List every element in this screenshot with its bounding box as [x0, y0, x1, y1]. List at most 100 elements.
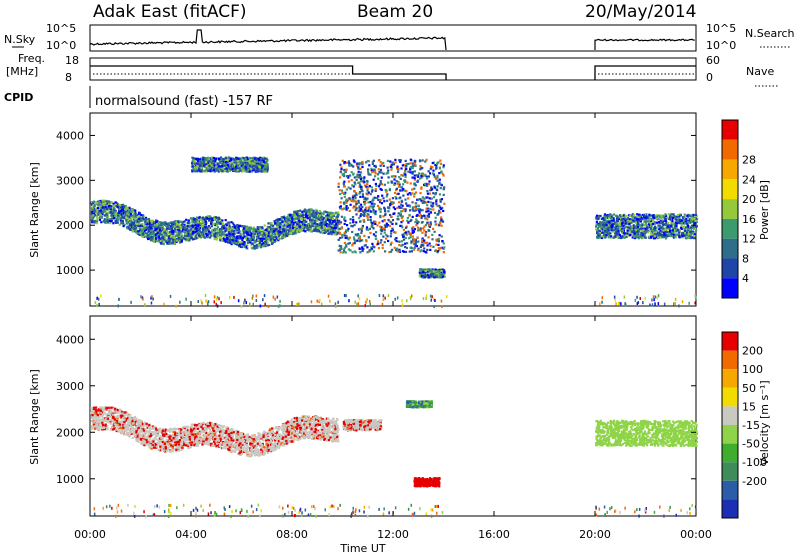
- scatter-point: [121, 220, 124, 223]
- scatter-point: [258, 160, 261, 163]
- scatter-point: [201, 229, 205, 232]
- scatter-point: [309, 229, 312, 232]
- scatter-point: [242, 225, 245, 228]
- scatter-point: [268, 237, 271, 240]
- scatter-point: [124, 208, 127, 211]
- scatter-point: [347, 160, 350, 163]
- scatter-point: [171, 233, 175, 236]
- scatter-point: [107, 207, 110, 210]
- scatter-point: [216, 236, 219, 239]
- scatter-point: [97, 213, 100, 216]
- scatter-point: [379, 198, 382, 202]
- scatter-point: [221, 233, 224, 236]
- scatter-point: [118, 207, 121, 210]
- scatter-point: [258, 158, 261, 162]
- scatter-point: [429, 248, 432, 251]
- scatter-point: [219, 169, 222, 172]
- scatter-point: [402, 208, 405, 211]
- scatter-point: [430, 268, 433, 271]
- scatter-point: [359, 167, 362, 170]
- scatter-point: [246, 158, 249, 161]
- scatter-point: [251, 164, 254, 167]
- scatter-point: [438, 249, 441, 252]
- scatter-point: [337, 222, 340, 225]
- scatter-point: [192, 169, 195, 172]
- scatter-point: [420, 216, 423, 220]
- scatter-point: [232, 222, 235, 225]
- scatter-point: [407, 221, 410, 224]
- scatter-point: [235, 169, 238, 172]
- scatter-point: [412, 229, 415, 232]
- scatter-point: [236, 235, 239, 238]
- power-scatter: [90, 156, 699, 309]
- scatter-point: [120, 219, 123, 222]
- scatter-point: [439, 247, 442, 250]
- scatter-point: [378, 208, 381, 211]
- scatter-point: [228, 232, 231, 235]
- scatter-point: [418, 228, 421, 231]
- scatter-point: [345, 245, 348, 248]
- scatter-point: [229, 239, 232, 242]
- scatter-point: [101, 206, 104, 209]
- scatter-point: [314, 220, 317, 223]
- scatter-point: [412, 206, 415, 209]
- scatter-point: [138, 212, 141, 215]
- scatter-point: [132, 223, 135, 226]
- scatter-point: [422, 199, 425, 202]
- scatter-point: [103, 203, 106, 206]
- scatter-point: [203, 235, 206, 239]
- scatter-point: [243, 231, 246, 234]
- scatter-point: [292, 215, 295, 218]
- scatter-point: [262, 158, 265, 161]
- scatter-point: [426, 218, 429, 221]
- scatter-point: [325, 220, 328, 223]
- scatter-point: [334, 211, 337, 214]
- scatter-point: [292, 223, 295, 226]
- scatter-point: [414, 159, 417, 162]
- scatter-point: [365, 209, 368, 212]
- scatter-point: [294, 211, 297, 214]
- scatter-point: [427, 270, 430, 273]
- scatter-point: [338, 232, 342, 235]
- scatter-point: [223, 231, 226, 234]
- scatter-point: [416, 226, 420, 229]
- scatter-point: [277, 237, 280, 240]
- scatter-point: [247, 234, 250, 237]
- scatter-point: [420, 187, 423, 190]
- scatter-point: [134, 220, 137, 223]
- scatter-point: [392, 163, 395, 166]
- scatter-point: [351, 230, 354, 234]
- scatter-point: [416, 236, 419, 240]
- scatter-point: [237, 236, 240, 239]
- scatter-point: [238, 163, 242, 166]
- scatter-point: [356, 173, 359, 176]
- scatter-point: [433, 276, 436, 279]
- scatter-point: [443, 202, 446, 205]
- scatter-point: [324, 224, 327, 227]
- scatter-point: [355, 175, 358, 178]
- scatter-point: [197, 224, 200, 227]
- scatter-point: [92, 204, 95, 207]
- scatter-point: [359, 171, 362, 174]
- scatter-point: [195, 162, 198, 165]
- scatter-point: [350, 199, 353, 202]
- scatter-point: [237, 166, 241, 169]
- scatter-point: [286, 216, 289, 219]
- scatter-point: [424, 182, 427, 185]
- scatter-point: [343, 241, 346, 245]
- scatter-point: [393, 183, 396, 186]
- scatter-point: [420, 186, 423, 189]
- scatter-point: [359, 209, 362, 212]
- scatter-point: [202, 170, 205, 173]
- scatter-point: [182, 230, 186, 233]
- scatter-point: [208, 226, 212, 230]
- scatter-point: [125, 212, 128, 215]
- scatter-point: [259, 239, 262, 242]
- scatter-point: [321, 218, 324, 221]
- scatter-point: [438, 166, 441, 169]
- scatter-point: [434, 192, 438, 195]
- scatter-point: [422, 268, 425, 271]
- scatter-point: [354, 209, 357, 212]
- scatter-point: [696, 217, 699, 220]
- scatter-point: [150, 238, 153, 241]
